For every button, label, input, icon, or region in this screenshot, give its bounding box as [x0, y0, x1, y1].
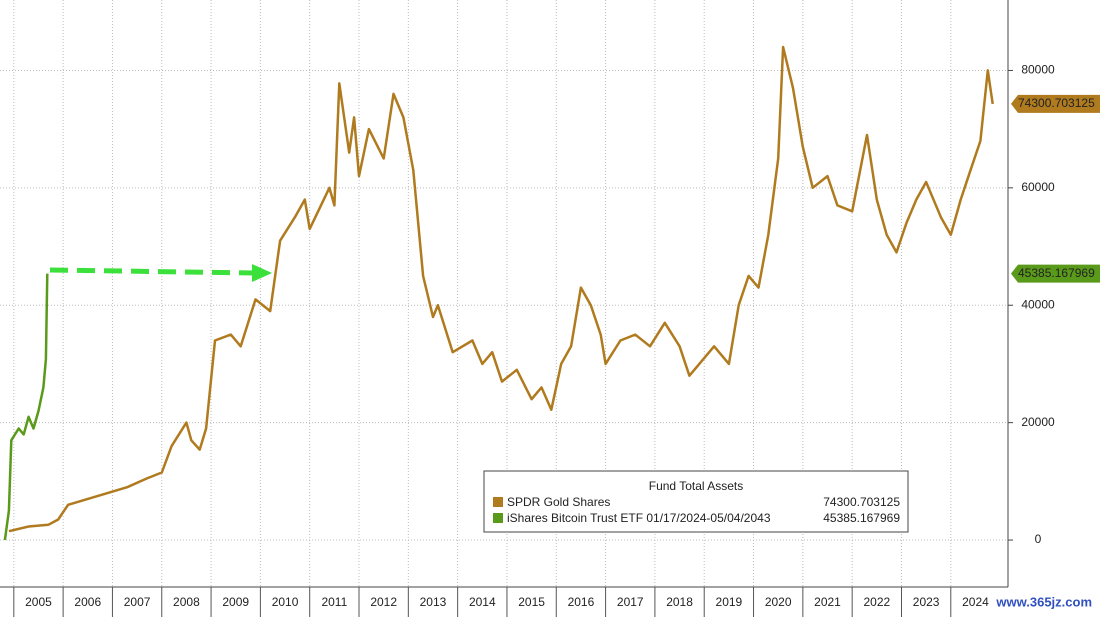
legend-label: SPDR Gold Shares [507, 495, 610, 509]
x-tick-label: 2012 [370, 595, 397, 609]
y-tick-label: 0 [1035, 532, 1042, 546]
x-tick-label: 2014 [469, 595, 496, 609]
series-line [3, 273, 49, 541]
legend-box [483, 470, 909, 533]
legend-swatch [493, 497, 503, 507]
y-tick-label: 40000 [1021, 297, 1055, 311]
watermark: www.365jz.com [995, 594, 1092, 609]
legend-value: 74300.703125 [823, 495, 900, 509]
x-tick-label: 2023 [913, 595, 940, 609]
last-value-box [1011, 94, 1100, 113]
series-line [8, 45, 994, 533]
legend-value: 45385.167969 [823, 511, 900, 525]
x-tick-label: 2017 [617, 595, 644, 609]
x-tick-label: 2011 [321, 595, 347, 609]
x-tick-label: 2007 [124, 595, 151, 609]
x-tick-label: 2021 [814, 595, 841, 609]
annotation-arrowhead [252, 264, 272, 282]
last-value-box [1011, 264, 1100, 283]
lines [3, 45, 994, 541]
x-tick-label: 2009 [222, 595, 249, 609]
x-tick-label: 2024 [962, 595, 989, 609]
y-tick-label: 80000 [1021, 63, 1055, 77]
x-tick-label: 2018 [666, 595, 693, 609]
legend-title: Fund Total Assets [649, 479, 744, 493]
annotation-arrow [49, 267, 256, 276]
last-value-label: 45385.167969 [1018, 266, 1095, 280]
last-value-label: 74300.703125 [1018, 96, 1095, 110]
y-tick-label: 60000 [1021, 180, 1055, 194]
x-tick-label: 2022 [863, 595, 890, 609]
x-tick-label: 2010 [272, 595, 299, 609]
x-tick-label: 2015 [518, 595, 545, 609]
legend: Fund Total Assets SPDR Gold Shares iShar… [483, 470, 909, 533]
y-tick-label: 20000 [1021, 415, 1055, 429]
x-tick-label: 2019 [716, 595, 743, 609]
x-tick-label: 2016 [568, 595, 595, 609]
legend-swatch [493, 513, 503, 523]
legend-label: iShares Bitcoin Trust ETF 01/17/2024-05/… [507, 511, 771, 525]
x-tick-label: 2008 [173, 595, 200, 609]
x-tick-label: 2006 [74, 595, 101, 609]
x-tick-label: 2020 [765, 595, 792, 609]
x-tick-label: 2005 [25, 595, 52, 609]
x-tick-label: 2013 [420, 595, 447, 609]
